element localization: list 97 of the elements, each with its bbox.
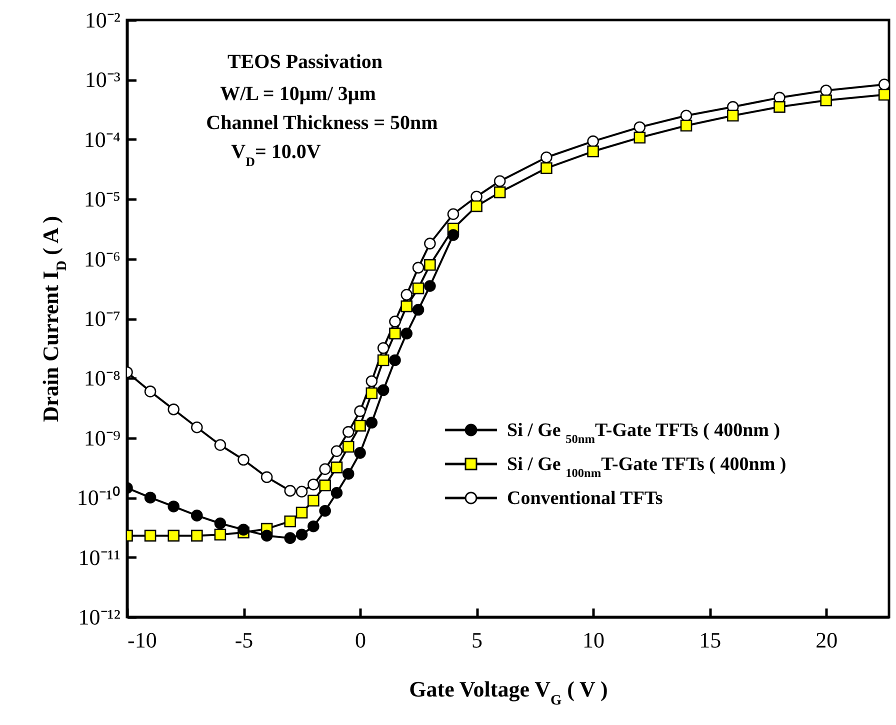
point — [447, 229, 460, 241]
point — [308, 520, 320, 532]
point — [400, 300, 413, 312]
y-tick-label: 10⁻¹² — [78, 604, 121, 630]
point — [238, 524, 250, 536]
annotation: TEOS Passivation — [227, 51, 383, 73]
point — [319, 480, 331, 492]
point — [260, 530, 273, 542]
point — [680, 120, 692, 132]
point — [366, 375, 378, 388]
y-tick-label: 10⁻⁷ — [84, 306, 120, 331]
point — [470, 200, 482, 212]
point — [214, 528, 226, 540]
point — [412, 282, 424, 294]
point — [296, 528, 308, 540]
point — [214, 517, 226, 530]
point — [144, 492, 156, 504]
point — [308, 494, 320, 507]
point — [354, 447, 366, 459]
y-tick-label: 10⁻⁹ — [84, 425, 121, 450]
point — [412, 262, 424, 274]
point — [634, 121, 646, 134]
y-tick-label: 10⁻³ — [84, 67, 121, 92]
point — [412, 304, 424, 316]
point — [878, 88, 889, 101]
point — [389, 328, 401, 340]
point — [354, 420, 366, 432]
y-tick-label: 10⁻⁸ — [84, 366, 120, 391]
point — [296, 486, 308, 498]
legend-label: Si / Ge $_{50nm}$T-Gate TFTs ( 400nm ) — [507, 420, 780, 446]
point — [389, 354, 401, 366]
point — [284, 484, 296, 497]
point — [400, 288, 413, 301]
point — [284, 515, 296, 528]
point — [168, 530, 180, 542]
point — [424, 238, 436, 250]
point — [144, 386, 156, 398]
point — [191, 510, 203, 522]
point — [330, 445, 343, 458]
legend-label: Si / Ge $_{100nm}$T-Gate TFTs ( 400nm ) — [507, 454, 786, 480]
point — [400, 328, 413, 340]
point — [377, 384, 390, 396]
point — [319, 463, 331, 475]
point — [342, 440, 354, 453]
annotation: V$_{D}$= 10.0V — [231, 141, 322, 168]
point — [540, 162, 552, 174]
x-tick-label: 15 — [699, 628, 722, 652]
point — [377, 342, 390, 354]
x-tick-label: 5 — [472, 628, 483, 652]
point — [284, 532, 296, 544]
annotation: Channel Thickness = 50nm — [206, 112, 438, 134]
point — [820, 94, 832, 106]
point — [354, 405, 366, 418]
point — [308, 478, 320, 490]
x-tick-label: 10 — [582, 628, 605, 652]
point — [366, 387, 378, 400]
y-tick-label: 10⁻¹¹ — [78, 544, 120, 570]
point — [634, 132, 646, 144]
point — [260, 471, 273, 484]
point — [424, 280, 436, 292]
point — [587, 145, 599, 158]
point — [878, 78, 889, 90]
x-tick-label: -10 — [128, 628, 157, 652]
point — [319, 504, 331, 517]
point — [191, 530, 203, 542]
point — [168, 500, 180, 512]
point — [296, 506, 308, 519]
point — [389, 316, 401, 328]
point — [330, 486, 343, 499]
point — [540, 151, 552, 164]
y-tick-label: 10⁻¹⁰ — [76, 485, 120, 510]
point — [366, 416, 378, 429]
legend-label: Conventional TFTs — [507, 488, 663, 509]
x-tick-label: -5 — [234, 628, 254, 652]
y-tick-label: 10⁻² — [84, 8, 121, 32]
point — [447, 208, 460, 220]
point — [168, 404, 180, 416]
point — [494, 186, 506, 198]
point — [342, 426, 354, 438]
point — [191, 422, 203, 434]
annotation: W/L = 10μm/ 3μm — [220, 83, 376, 105]
y-tick-label: 10⁻⁵ — [84, 186, 120, 212]
point — [377, 354, 390, 366]
point — [144, 530, 156, 542]
point — [494, 175, 506, 188]
point — [774, 101, 786, 113]
point — [238, 454, 250, 466]
y-tick-label: 10⁻⁶ — [84, 246, 120, 272]
point — [342, 468, 354, 480]
point — [330, 462, 343, 474]
x-axis-title: Gate Voltage V$_{G}$ ( V ) — [409, 676, 608, 708]
x-tick-label: 20 — [816, 628, 838, 652]
point — [214, 439, 226, 451]
y-tick-label: 10⁻⁴ — [84, 126, 121, 152]
point — [726, 110, 739, 122]
x-tick-label: 0 — [355, 628, 366, 652]
point — [424, 259, 436, 271]
